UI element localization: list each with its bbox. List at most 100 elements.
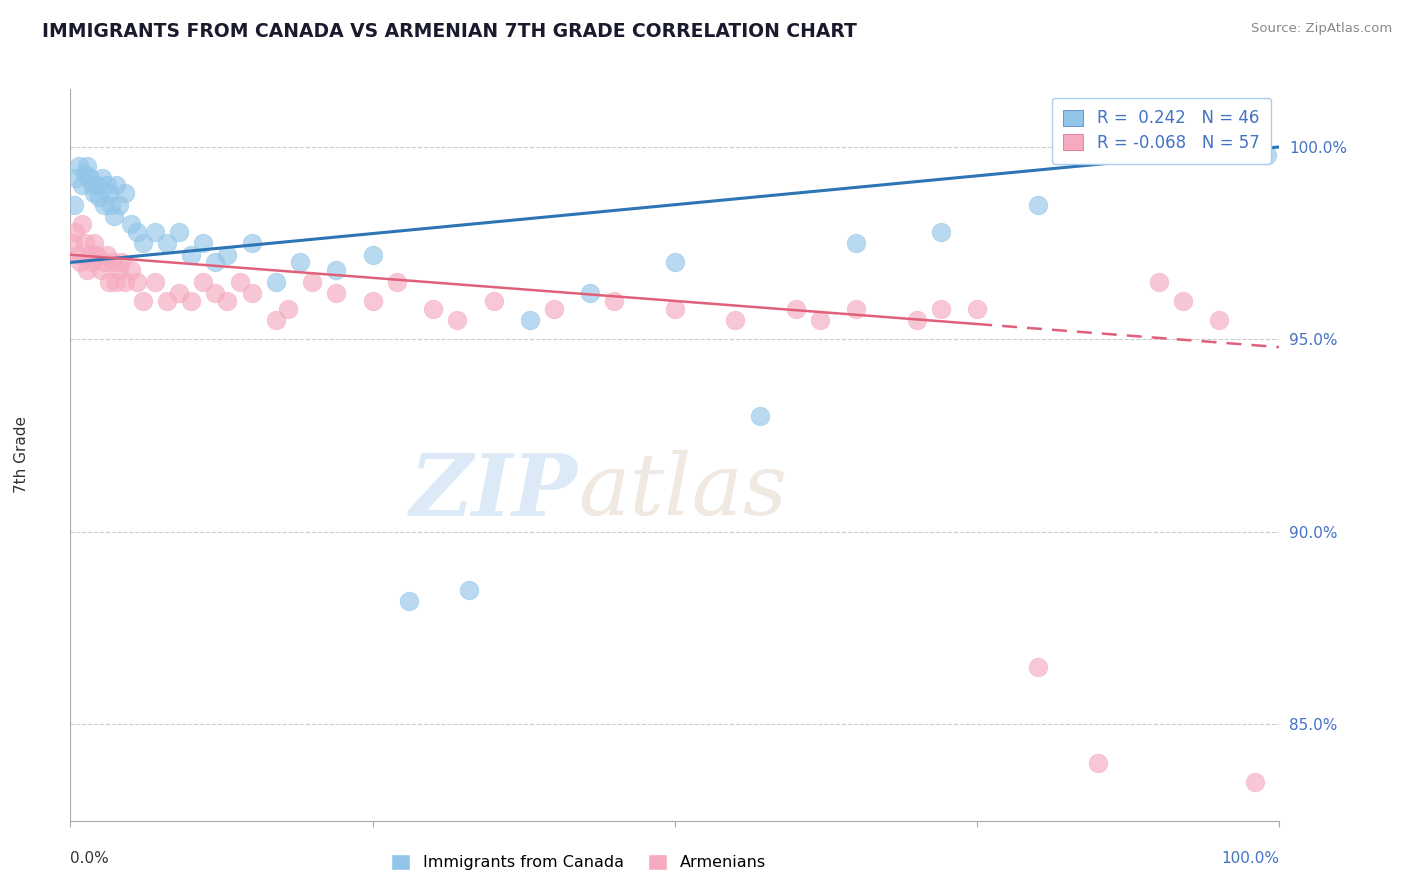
Point [72, 178, 94, 193]
Point [76, 263, 98, 277]
Point [446, 313, 468, 327]
Text: ZIP: ZIP [411, 450, 578, 533]
Point [385, 275, 408, 289]
Point [98, 275, 121, 289]
Point [543, 301, 565, 316]
Point [325, 286, 347, 301]
Point [86, 248, 108, 262]
Point [156, 236, 179, 251]
Point [79, 170, 101, 185]
Point [69, 255, 91, 269]
Point [905, 313, 928, 327]
Point [1087, 756, 1109, 770]
Point [86, 178, 108, 193]
Point [114, 186, 136, 201]
Point [96, 178, 118, 193]
Point [132, 293, 155, 308]
Point [301, 275, 323, 289]
Point [80, 255, 103, 269]
Point [107, 197, 129, 211]
Point [845, 236, 868, 251]
Point [100, 197, 122, 211]
Point [62, 236, 84, 251]
Point [96, 248, 118, 262]
Point [458, 582, 481, 597]
Point [167, 225, 190, 239]
Point [193, 236, 215, 251]
Point [120, 217, 142, 231]
Point [93, 255, 115, 269]
Point [519, 313, 541, 327]
Point [180, 248, 202, 262]
Point [929, 301, 952, 316]
Point [63, 225, 86, 239]
Legend: Immigrants from Canada, Armenians: Immigrants from Canada, Armenians [382, 847, 773, 879]
Point [193, 275, 215, 289]
Point [125, 275, 148, 289]
Point [217, 293, 239, 308]
Point [90, 170, 112, 185]
Point [101, 255, 124, 269]
Point [180, 293, 202, 308]
Point [808, 313, 831, 327]
Point [105, 275, 128, 289]
Point [1026, 197, 1049, 211]
Point [105, 178, 128, 193]
Point [67, 159, 90, 173]
Point [93, 197, 115, 211]
Point [76, 159, 98, 173]
Point [156, 293, 179, 308]
Point [110, 255, 132, 269]
Point [929, 225, 952, 239]
Point [79, 248, 101, 262]
Point [73, 236, 96, 251]
Point [103, 209, 125, 223]
Text: atlas: atlas [578, 450, 787, 533]
Point [748, 409, 770, 424]
Point [89, 190, 111, 204]
Point [1208, 313, 1230, 327]
Point [83, 236, 105, 251]
Point [785, 301, 807, 316]
Text: Source: ZipAtlas.com: Source: ZipAtlas.com [1251, 22, 1392, 36]
Point [361, 293, 384, 308]
Point [125, 225, 148, 239]
Point [264, 275, 287, 289]
Point [325, 263, 347, 277]
Point [240, 286, 263, 301]
Point [1256, 147, 1278, 161]
Point [1147, 275, 1170, 289]
Point [72, 217, 94, 231]
Text: 0.0%: 0.0% [70, 852, 110, 866]
Point [240, 236, 263, 251]
Point [288, 255, 311, 269]
Point [65, 170, 87, 185]
Point [398, 594, 420, 608]
Point [482, 293, 505, 308]
Point [422, 301, 444, 316]
Text: 7th Grade: 7th Grade [14, 417, 30, 493]
Point [143, 225, 166, 239]
Point [664, 301, 686, 316]
Point [845, 301, 868, 316]
Point [1147, 140, 1170, 154]
Point [132, 236, 155, 251]
Point [277, 301, 299, 316]
Point [63, 197, 86, 211]
Point [664, 255, 686, 269]
Point [361, 248, 384, 262]
Point [114, 275, 136, 289]
Point [724, 313, 747, 327]
Point [143, 275, 166, 289]
Point [98, 186, 121, 201]
Point [579, 286, 602, 301]
Point [167, 286, 190, 301]
Point [204, 255, 226, 269]
Point [603, 293, 626, 308]
Text: 100.0%: 100.0% [1222, 852, 1279, 866]
Point [966, 301, 988, 316]
Point [1026, 659, 1049, 673]
Point [1244, 775, 1267, 789]
Point [83, 186, 105, 201]
Point [80, 178, 103, 193]
